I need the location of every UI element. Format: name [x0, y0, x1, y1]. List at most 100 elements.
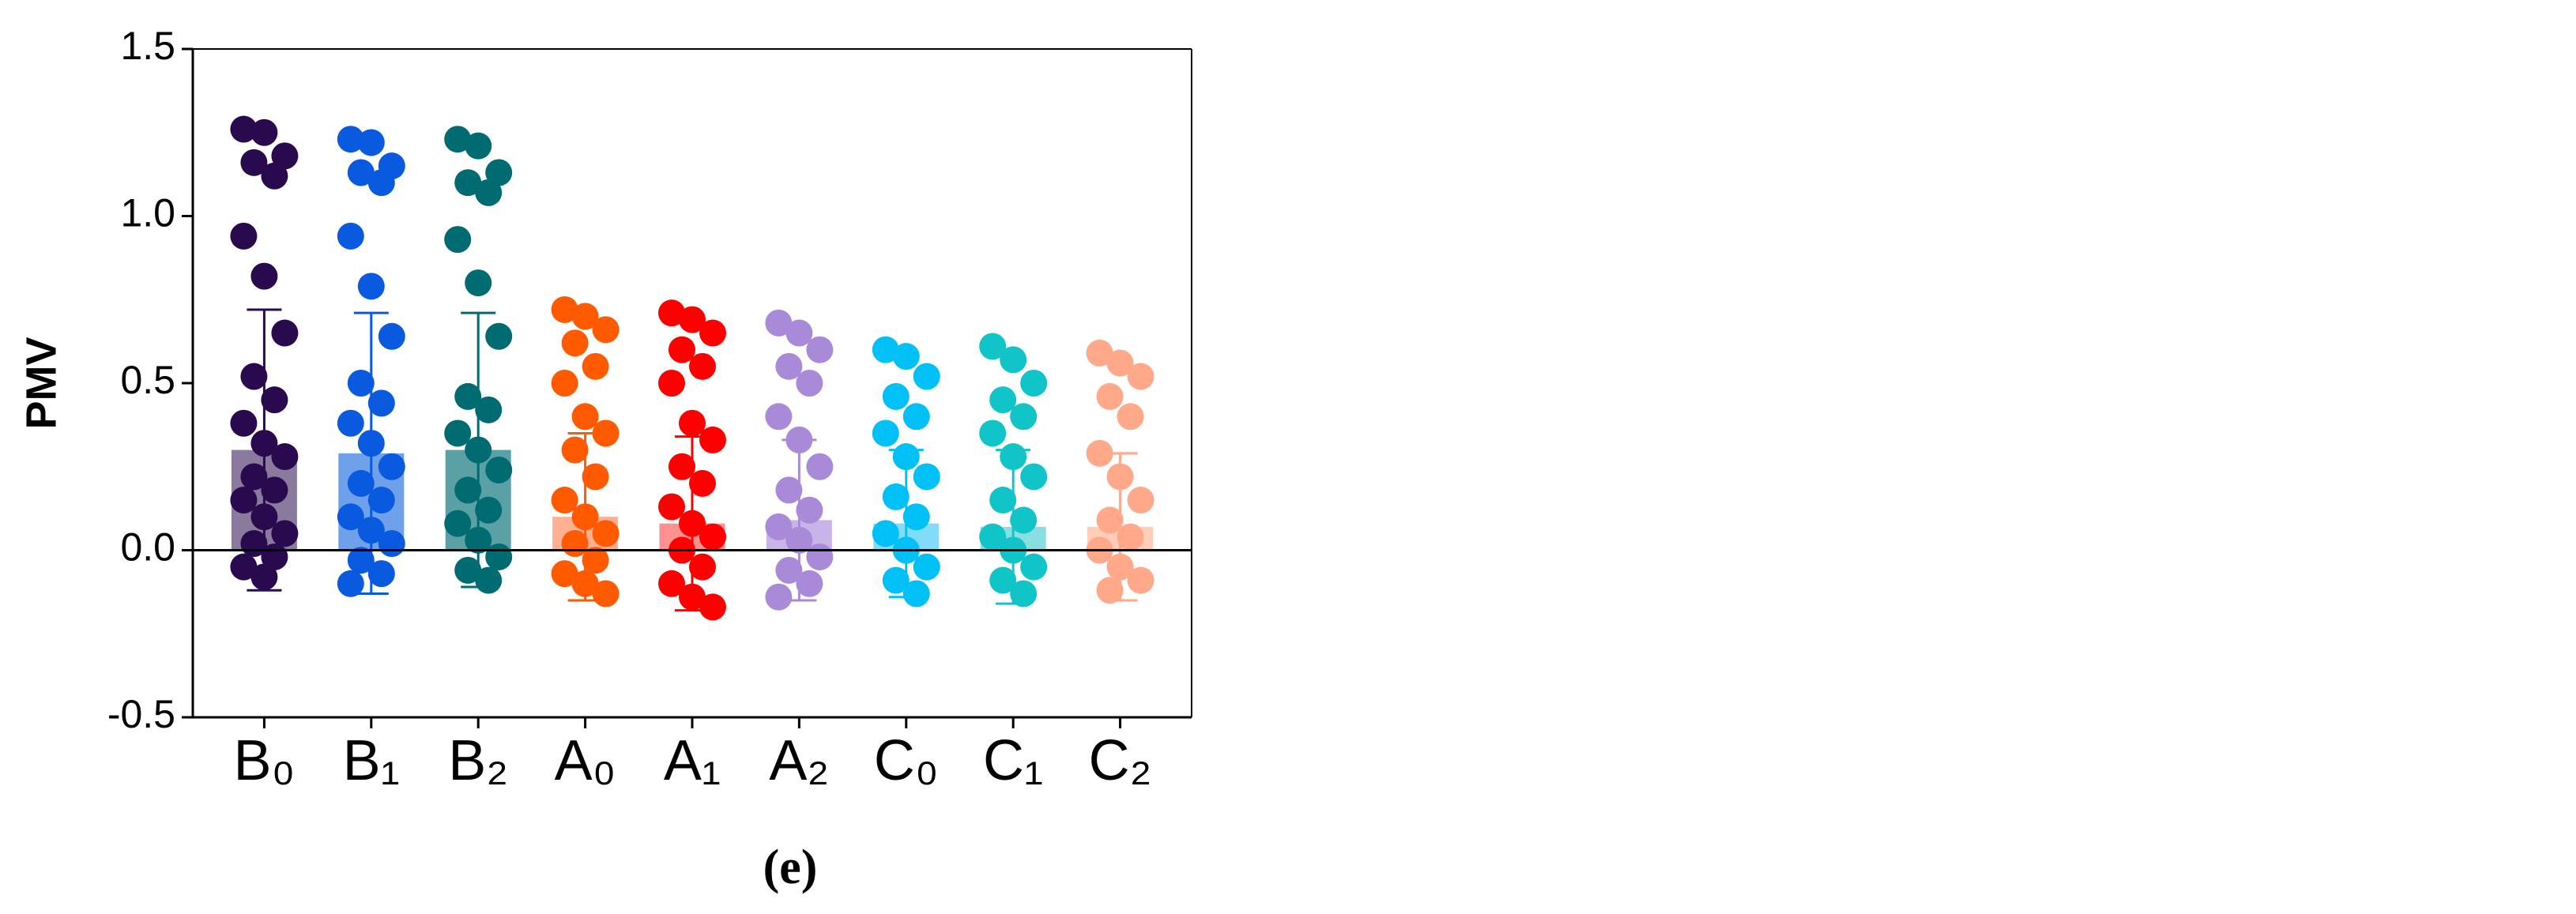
- data-point: [892, 343, 920, 370]
- data-point: [1000, 443, 1027, 471]
- data-point: [271, 319, 299, 347]
- data-point: [796, 370, 823, 397]
- data-point: [582, 547, 609, 574]
- caption: (e): [763, 841, 818, 894]
- data-point: [337, 503, 364, 531]
- x-tick-label: C₁: [983, 729, 1043, 792]
- data-point: [250, 563, 278, 591]
- data-point: [785, 319, 813, 347]
- data-point: [1096, 382, 1124, 410]
- y-tick-label: 0.0: [120, 525, 175, 570]
- data-point: [775, 476, 803, 504]
- data-point: [913, 553, 940, 581]
- data-point: [1127, 487, 1154, 514]
- data-point: [765, 513, 793, 540]
- data-point: [679, 409, 706, 437]
- data-point: [367, 169, 395, 197]
- data-point: [806, 543, 834, 570]
- data-point: [465, 436, 492, 464]
- x-tick-label: C₂: [1089, 729, 1152, 792]
- data-point: [378, 530, 405, 558]
- data-point: [1010, 403, 1038, 431]
- data-point: [668, 336, 695, 363]
- data-point: [892, 443, 920, 471]
- data-point: [1106, 553, 1134, 581]
- data-point: [989, 566, 1017, 594]
- data-point: [261, 162, 288, 190]
- data-point: [872, 336, 899, 363]
- data-point: [1020, 370, 1048, 397]
- y-tick-label: 1.5: [120, 24, 175, 68]
- data-point: [785, 426, 813, 453]
- data-point: [347, 370, 375, 397]
- data-point: [465, 526, 492, 554]
- data-point: [989, 487, 1017, 514]
- y-tick-label: 1.0: [120, 191, 175, 235]
- data-point: [551, 487, 578, 514]
- data-point: [485, 456, 513, 483]
- data-point: [444, 226, 472, 254]
- data-point: [261, 476, 288, 504]
- data-point: [454, 476, 482, 504]
- data-point: [250, 118, 278, 146]
- data-point: [1086, 439, 1113, 467]
- data-point: [1096, 577, 1124, 604]
- data-point: [444, 419, 472, 447]
- data-point: [806, 336, 834, 363]
- data-point: [454, 169, 482, 197]
- data-point: [485, 543, 513, 570]
- data-point: [571, 503, 599, 531]
- data-point: [347, 547, 375, 574]
- data-point: [485, 322, 513, 350]
- data-point: [475, 496, 503, 524]
- data-point: [240, 149, 268, 176]
- data-point: [250, 503, 278, 531]
- data-point: [699, 426, 726, 453]
- data-point: [689, 553, 716, 581]
- data-point: [592, 316, 620, 344]
- data-point: [679, 510, 706, 537]
- data-point: [902, 580, 930, 607]
- data-point: [658, 299, 685, 327]
- data-point: [796, 570, 823, 597]
- data-point: [250, 430, 278, 457]
- data-point: [882, 382, 910, 410]
- x-tick-label: B₀: [233, 729, 295, 792]
- data-point: [230, 222, 258, 250]
- data-point: [1010, 580, 1038, 607]
- data-point: [454, 382, 482, 410]
- data-point: [561, 436, 589, 464]
- x-tick-label: A₂: [769, 729, 829, 792]
- data-point: [679, 306, 706, 333]
- y-tick-label: -0.5: [107, 692, 175, 736]
- data-point: [465, 132, 492, 160]
- data-point: [902, 503, 930, 531]
- data-point: [1106, 349, 1134, 377]
- data-point: [979, 419, 1007, 447]
- data-point: [979, 333, 1007, 360]
- data-point: [1000, 346, 1027, 374]
- x-tick-label: C₀: [874, 729, 939, 792]
- data-point: [571, 570, 599, 597]
- data-point: [1020, 463, 1048, 491]
- data-point: [240, 463, 268, 491]
- data-point: [551, 295, 578, 323]
- data-point: [337, 222, 364, 250]
- data-point: [913, 463, 940, 491]
- data-point: [230, 553, 258, 581]
- data-point: [1106, 463, 1134, 491]
- data-point: [699, 319, 726, 347]
- data-point: [230, 487, 258, 514]
- data-point: [357, 430, 385, 457]
- data-point: [378, 453, 405, 480]
- data-point: [551, 370, 578, 397]
- data-point: [913, 363, 940, 390]
- data-point: [806, 453, 834, 480]
- data-point: [347, 159, 375, 186]
- data-point: [551, 560, 578, 588]
- data-point: [475, 396, 503, 423]
- data-point: [261, 386, 288, 414]
- data-point: [561, 329, 589, 357]
